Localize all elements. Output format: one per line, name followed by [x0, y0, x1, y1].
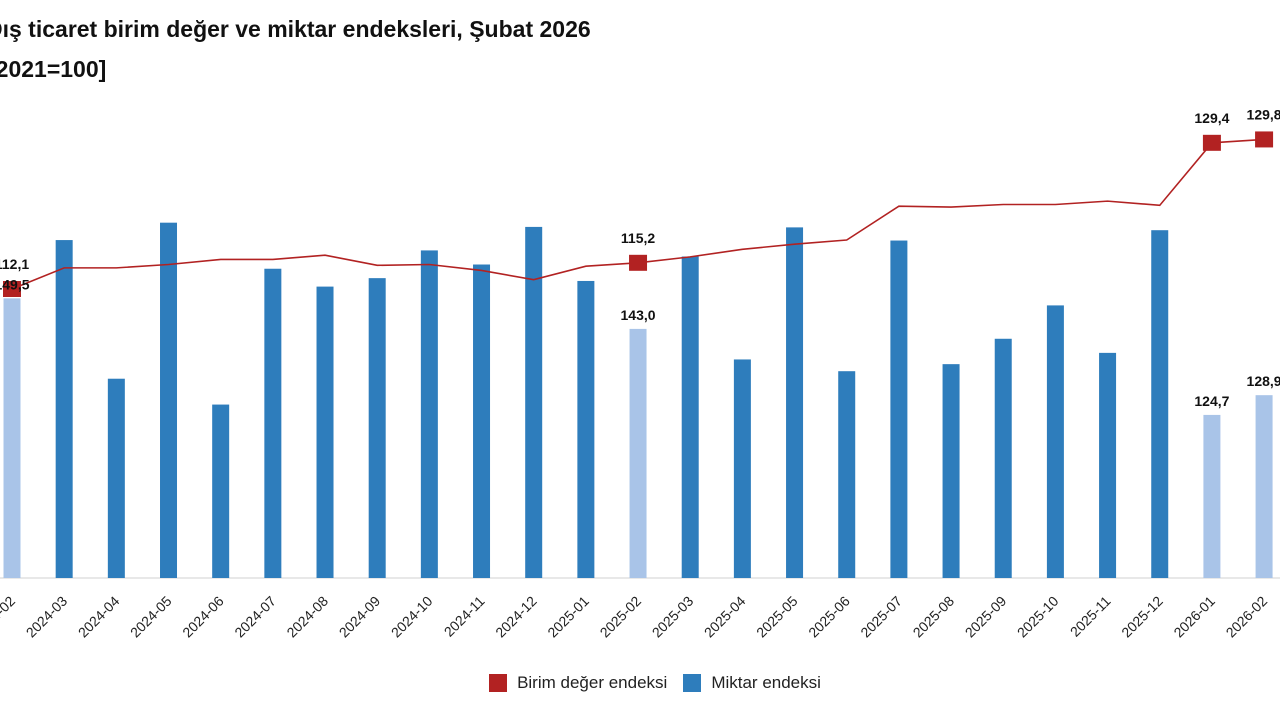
x-tick-2024-08: 2024-08 — [283, 593, 331, 641]
x-tick-2025-03: 2025-03 — [649, 593, 697, 641]
line-label-2025-02: 115,2 — [621, 230, 655, 246]
bar-2026-01 — [1203, 414, 1221, 578]
x-tick-2024-07: 2024-07 — [231, 593, 279, 641]
x-tick-2024-03: 2024-03 — [23, 593, 71, 641]
chart-legend: Birim değer endeksi Miktar endeksi — [0, 673, 1280, 693]
bar-2025-07 — [890, 240, 908, 579]
bar-2024-05 — [160, 222, 178, 578]
legend-swatch-miktar — [683, 674, 702, 692]
x-tick-2025-06: 2025-06 — [805, 593, 853, 641]
x-tick-2025-09: 2025-09 — [962, 593, 1010, 641]
x-tick-2025-01: 2025-01 — [544, 593, 592, 641]
x-tick-2024-12: 2024-12 — [492, 593, 540, 641]
bar-2025-11 — [1099, 352, 1117, 578]
line-label-2024-02: 112,1 — [0, 256, 29, 272]
bar-2025-06 — [838, 371, 856, 578]
x-tick-2025-10: 2025-10 — [1014, 593, 1062, 641]
bar-2024-06 — [212, 404, 230, 578]
chart-title: Dış ticaret birim değer ve miktar endeks… — [0, 16, 591, 42]
line-marker-2026-02 — [1255, 131, 1274, 148]
bar-2024-07 — [264, 268, 282, 578]
x-tick-2026-01: 2026-01 — [1170, 593, 1218, 641]
x-tick-2025-07: 2025-07 — [857, 593, 905, 641]
bar-2025-12 — [1151, 230, 1169, 578]
bar-2025-09 — [994, 338, 1012, 578]
x-tick-2025-04: 2025-04 — [701, 593, 749, 641]
x-tick-2024-06: 2024-06 — [179, 593, 227, 641]
legend-item-miktar: Miktar endeksi — [683, 673, 821, 693]
x-tick-2026-02: 2026-02 — [1223, 593, 1271, 641]
bar-2024-09 — [368, 278, 386, 578]
bar-2024-08 — [316, 286, 334, 578]
bar-2025-03 — [681, 256, 699, 578]
x-tick-2025-02: 2025-02 — [597, 593, 645, 641]
bar-2025-08 — [942, 364, 960, 578]
x-tick-2024-09: 2024-09 — [336, 593, 384, 641]
bar-2024-03 — [55, 240, 73, 578]
line-label-2026-02: 129,8 — [1247, 106, 1280, 122]
x-tick-2025-08: 2025-08 — [910, 593, 958, 641]
bar-label-2026-01: 124,7 — [1194, 393, 1229, 409]
bar-label-2024-02: 149,5 — [0, 276, 30, 292]
chart-subtitle: [2021=100] — [0, 56, 107, 82]
line-marker-2025-02 — [629, 254, 648, 271]
x-tick-2024-05: 2024-05 — [127, 593, 175, 641]
line-label-2026-01: 129,4 — [1194, 110, 1229, 126]
x-tick-2025-11: 2025-11 — [1067, 593, 1114, 640]
bar-2025-02 — [629, 328, 647, 578]
bar-2025-04 — [733, 359, 751, 578]
x-tick-2024-04: 2024-04 — [75, 593, 123, 641]
bar-label-2026-02: 128,9 — [1247, 373, 1280, 389]
bar-2025-10 — [1046, 305, 1064, 578]
legend-label-birim-deger: Birim değer endeksi — [517, 673, 668, 692]
bar-label-2025-02: 143,0 — [621, 307, 656, 323]
x-tick-2024-02: 2024-02 — [0, 593, 18, 641]
x-tick-2025-12: 2025-12 — [1118, 593, 1166, 641]
bar-2024-10 — [420, 250, 438, 578]
bar-2024-02 — [3, 298, 21, 578]
bar-2024-12 — [525, 226, 543, 578]
x-tick-2024-10: 2024-10 — [388, 593, 436, 641]
bar-2024-11 — [473, 264, 491, 578]
bar-2025-01 — [577, 280, 595, 578]
legend-item-birim-deger: Birim değer endeksi — [489, 673, 667, 693]
legend-swatch-birim-deger — [489, 674, 508, 692]
line-marker-2026-01 — [1202, 134, 1221, 151]
legend-label-miktar: Miktar endeksi — [711, 673, 821, 692]
bar-2024-04 — [107, 378, 125, 578]
x-tick-2025-05: 2025-05 — [753, 593, 801, 641]
bar-2026-02 — [1255, 395, 1273, 578]
line-marker-2024-02 — [3, 281, 21, 297]
bar-2025-05 — [786, 227, 804, 578]
x-tick-2024-11: 2024-11 — [441, 593, 488, 640]
